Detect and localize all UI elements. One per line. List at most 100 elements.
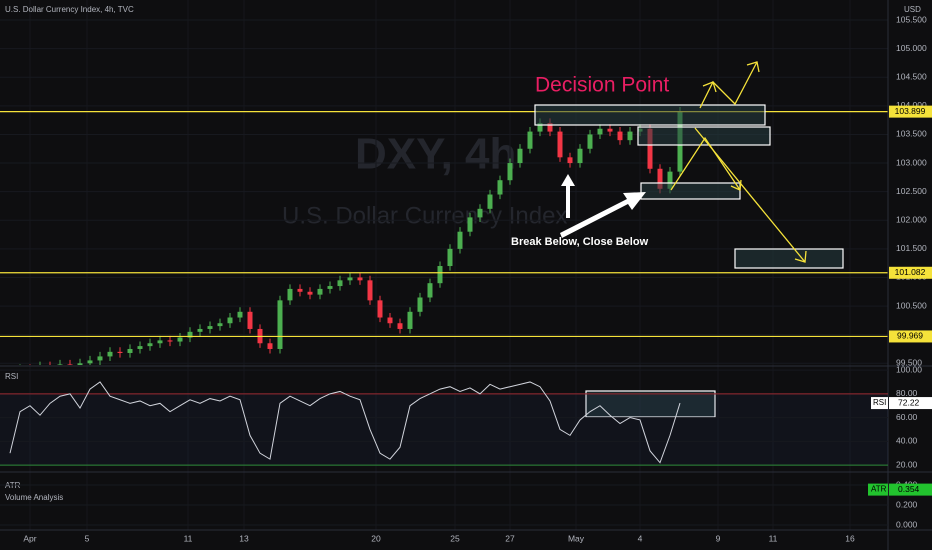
y-tick-label: 80.00 <box>896 388 918 398</box>
value-label-name: ATR <box>871 485 887 494</box>
candle-body <box>67 364 73 365</box>
y-tick-label: 0.200 <box>896 499 918 509</box>
candle-body <box>157 340 163 344</box>
x-tick-label: 27 <box>505 533 515 543</box>
y-tick-label: 101.500 <box>896 243 927 253</box>
value-label-box <box>889 483 932 496</box>
arrow <box>699 61 758 109</box>
zone-box <box>534 104 766 126</box>
arrowhead <box>746 61 760 73</box>
candle-body <box>237 311 243 318</box>
candle-body <box>537 123 543 132</box>
candle-body <box>87 360 93 364</box>
candle-body <box>607 128 613 132</box>
y-tick-label: 104.000 <box>896 100 927 110</box>
candle-body <box>627 131 633 141</box>
candle-body <box>347 277 353 281</box>
annotation: Break Below, Close Below <box>511 236 649 248</box>
candle-body <box>217 323 223 327</box>
value-label-box <box>889 397 932 410</box>
candle-body <box>227 317 233 324</box>
x-tick-label: 20 <box>371 533 381 543</box>
candle-body <box>337 280 343 287</box>
arrowhead <box>702 81 717 93</box>
x-tick-label: May <box>568 533 585 543</box>
pane-title: ATR <box>5 481 21 490</box>
candle-body <box>287 288 293 301</box>
candle-body <box>657 168 663 189</box>
candle-body <box>397 323 403 329</box>
value-label: 0.354 <box>898 484 920 494</box>
candle-body <box>517 148 523 164</box>
x-tick-label: Apr <box>23 533 36 543</box>
level-label: 103.899 <box>895 106 926 116</box>
candle-body <box>267 343 273 349</box>
candle-body <box>667 171 673 189</box>
candle-body <box>57 364 63 365</box>
candle-body <box>117 351 123 353</box>
candle-body <box>167 340 173 342</box>
candle-body <box>577 148 583 164</box>
candle-body <box>567 157 573 164</box>
x-tick-label: 5 <box>85 533 90 543</box>
candle-body <box>107 351 113 357</box>
candle-body <box>317 288 323 295</box>
x-tick-label: 13 <box>239 533 249 543</box>
candle-body <box>277 300 283 349</box>
candle-body <box>417 297 423 312</box>
candle-body <box>617 131 623 141</box>
chart-title: U.S. Dollar Currency Index, 4h, TVC <box>5 5 134 14</box>
y-tick-label: 105.000 <box>896 43 927 53</box>
arrow <box>670 136 741 191</box>
value-label-box <box>868 483 888 496</box>
candle-body <box>427 283 433 298</box>
candle-body <box>137 346 143 349</box>
candle-body <box>327 286 333 289</box>
candle-body <box>97 356 103 361</box>
y-tick-label: 103.500 <box>896 129 927 139</box>
level-label-box <box>889 330 932 343</box>
zone-box <box>640 182 741 200</box>
y-tick-label: 103.000 <box>896 157 927 167</box>
candle-body <box>557 131 563 158</box>
candle-body <box>147 343 153 347</box>
level-label-box <box>889 105 932 118</box>
zone-box <box>637 126 771 146</box>
candle-body <box>187 331 193 338</box>
candle-body <box>497 180 503 195</box>
y-tick-label: 60.00 <box>896 412 918 422</box>
candle-body <box>587 134 593 149</box>
annotation-title: Decision Point <box>535 74 669 97</box>
y-tick-label: 102.000 <box>896 215 927 225</box>
candle-body <box>597 128 603 135</box>
candle-body <box>447 248 453 267</box>
x-tick-label: 9 <box>716 533 721 543</box>
arrow <box>561 174 575 218</box>
candle-body <box>307 291 313 295</box>
band-fill <box>0 393 888 466</box>
y-tick-label: 100.500 <box>896 300 927 310</box>
y-tick-label: 105.500 <box>896 14 927 24</box>
candle-body <box>77 363 83 365</box>
candle-body <box>367 280 373 301</box>
pane-title: RSI <box>5 372 18 381</box>
candle-body <box>247 311 253 329</box>
projection-arrows <box>670 61 807 263</box>
candle-body <box>457 231 463 249</box>
candle-body <box>377 300 383 318</box>
level-label: 101.082 <box>895 267 926 277</box>
currency: USD <box>904 5 921 14</box>
pointer-arrows <box>560 174 646 238</box>
candle-body <box>357 277 363 281</box>
candle-body <box>527 131 533 149</box>
candle-body <box>647 128 653 169</box>
y-tick-label: 0.000 <box>896 519 918 529</box>
watermark: DXY, 4h <box>355 130 516 179</box>
rsi-line <box>9 381 681 464</box>
candle-body <box>467 217 473 232</box>
candle-body <box>297 288 303 292</box>
candle-body <box>197 328 203 332</box>
arrowhead <box>794 250 807 263</box>
